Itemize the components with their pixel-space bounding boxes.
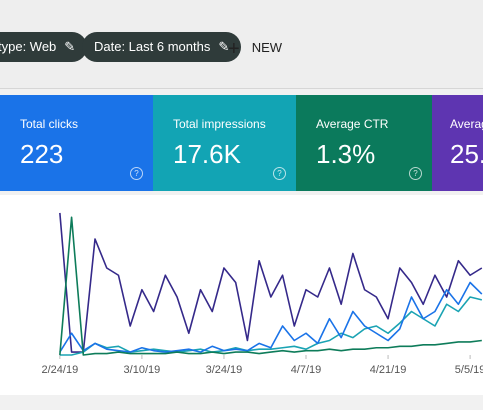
- x-tick-label: 4/7/19: [291, 364, 322, 376]
- metric-label: Total clicks: [20, 117, 79, 131]
- new-button[interactable]: + NEW: [228, 38, 283, 60]
- filter-chip[interactable]: type: Web ✎: [0, 32, 88, 62]
- metric-value: 25.: [450, 139, 483, 169]
- metric-label: Average CTR: [316, 117, 389, 131]
- x-tick-label: 4/21/19: [370, 364, 407, 376]
- help-icon[interactable]: ?: [409, 167, 422, 180]
- metric-card[interactable]: Total clicks 223 ?: [0, 95, 153, 191]
- filter-bar: type: Web ✎ Date: Last 6 months ✎ + NEW: [0, 0, 483, 89]
- x-tick-label: 2/24/19: [42, 364, 79, 376]
- performance-chart: 2/24/19 3/10/19 3/24/19 4/7/19 4/21/19 5/5/19: [0, 195, 483, 395]
- x-tick-label: 5/5/19: [455, 364, 483, 376]
- metric-label: Average: [450, 117, 483, 131]
- filter-label: Date: Last 6 months: [94, 39, 211, 54]
- help-icon[interactable]: ?: [273, 167, 286, 180]
- series-line: [59, 216, 482, 356]
- filter-label: type: Web: [0, 39, 57, 54]
- help-icon[interactable]: ?: [130, 167, 143, 180]
- metric-card[interactable]: Average CTR 1.3% ?: [296, 95, 432, 191]
- metric-card[interactable]: Average 25.: [432, 95, 483, 191]
- series-line: [59, 281, 483, 353]
- metric-value: 223: [20, 139, 64, 169]
- x-tick-label: 3/24/19: [206, 364, 243, 376]
- metric-label: Total impressions: [173, 117, 266, 131]
- metric-value: 17.6K: [173, 139, 241, 169]
- metric-card[interactable]: Total impressions 17.6K ?: [153, 95, 296, 191]
- series-line: [59, 212, 483, 353]
- filter-chip[interactable]: Date: Last 6 months ✎: [82, 32, 242, 62]
- x-tick-label: 3/10/19: [124, 364, 161, 376]
- metric-value: 1.3%: [316, 139, 376, 169]
- new-label: NEW: [251, 40, 283, 55]
